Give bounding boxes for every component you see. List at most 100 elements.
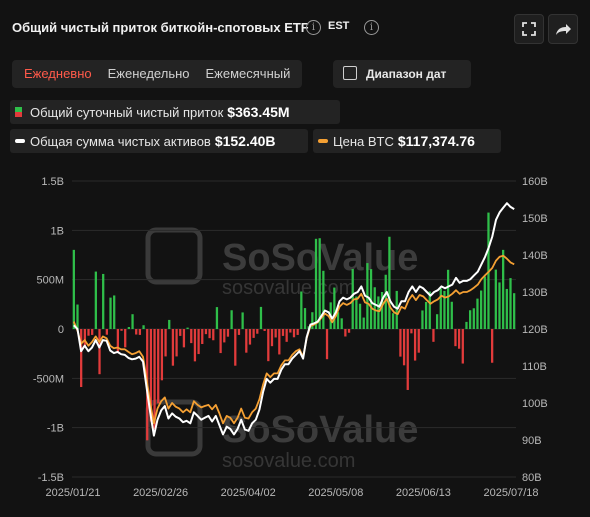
inflow-bar <box>116 329 120 353</box>
inflow-bar <box>267 329 270 362</box>
inflow-bar <box>219 329 222 354</box>
inflow-bar <box>491 329 494 363</box>
inflow-bar <box>314 238 318 329</box>
y-right-tick-label: 150B <box>522 213 548 225</box>
inflow-bar <box>98 329 101 375</box>
inflow-bar <box>483 276 486 329</box>
chart-area: SoSoValue sosovalue.com SoSoValue sosovalue… <box>0 170 590 517</box>
inflow-bar <box>351 269 354 329</box>
timezone-label: EST <box>328 20 350 32</box>
inflow-bar <box>138 329 142 335</box>
inflow-bar <box>380 292 384 329</box>
share-button[interactable] <box>548 14 578 44</box>
inflow-bar <box>175 329 178 357</box>
inflow-bar <box>406 329 409 390</box>
legend-daily-inflow[interactable]: Общий суточный чистый приток $363.45M <box>10 100 340 124</box>
inflow-bar <box>204 329 208 335</box>
assets-legend-swatch <box>15 139 25 143</box>
inflow-bar <box>212 329 215 341</box>
inflow-bar <box>259 306 263 329</box>
legend-btc-price[interactable]: Цена BTC $117,374.76 <box>313 129 501 153</box>
inflow-bar <box>76 304 79 329</box>
inflow-bar <box>102 273 105 329</box>
tab-monthly[interactable]: Ежемесячный <box>205 66 291 81</box>
inflow-bar <box>325 329 329 360</box>
y-right-tick-label: 140B <box>522 250 548 262</box>
inflow-bar <box>278 329 281 355</box>
x-tick-label: 2025/07/18 <box>483 487 538 499</box>
inflow-bar <box>355 296 358 329</box>
inflow-bar <box>109 297 112 329</box>
y-right-tick-label: 130B <box>522 287 548 299</box>
inflow-bar <box>215 307 219 329</box>
watermark-url: sosovalue.com <box>222 450 355 472</box>
y-right-tick-label: 110B <box>522 361 547 373</box>
x-tick-label: 2025/06/13 <box>396 487 451 499</box>
y-right-tick-label: 90B <box>522 435 542 447</box>
inflow-bar <box>344 329 347 337</box>
inflow-bar <box>193 329 197 362</box>
inflow-bar <box>340 318 343 329</box>
inflow-bar <box>399 329 402 357</box>
inflow-bar <box>190 329 193 344</box>
inflow-bar <box>336 312 340 329</box>
tab-weekly[interactable]: Еженедельно <box>107 66 190 81</box>
y-left-tick-label: 1B <box>51 225 64 237</box>
tab-daily[interactable]: Ежедневно <box>24 66 92 81</box>
y-left-tick-label: -500M <box>33 373 64 385</box>
inflow-bar <box>105 329 108 335</box>
legend-assets-value: $152.40B <box>214 133 276 149</box>
inflow-bar <box>252 329 255 338</box>
inflow-bar <box>402 329 406 366</box>
inflow-bar <box>248 329 252 345</box>
inflow-bar <box>186 327 189 329</box>
inflow-bar <box>113 295 116 329</box>
inflow-bar <box>72 249 75 329</box>
inflow-bar <box>513 293 516 329</box>
inflow-bar <box>230 310 233 329</box>
legend-total-assets[interactable]: Общая сумма чистых активов $152.40B <box>10 129 308 153</box>
inflow-bar <box>369 269 373 329</box>
btc-price-line <box>72 254 515 425</box>
inflow-bar <box>457 329 461 349</box>
inflow-bar <box>461 329 464 364</box>
inflow-bar <box>270 329 274 347</box>
inflow-bar <box>241 312 244 329</box>
inflow-bar <box>197 329 200 355</box>
inflow-bar <box>472 308 475 329</box>
inflow-bar <box>289 329 292 333</box>
inflow-bar <box>171 329 175 366</box>
inflow-bar <box>300 291 303 329</box>
y-left-tick-label: -1B <box>47 423 64 435</box>
y-left-tick-label: 500M <box>36 275 64 287</box>
inflow-bar <box>322 270 325 329</box>
inflow-bar <box>160 329 164 381</box>
inflow-bar <box>226 329 230 337</box>
inflow-bar <box>432 329 435 342</box>
y-right-tick-label: 160B <box>522 176 548 188</box>
watermark-brand: SoSoValue <box>222 409 418 451</box>
expand-button[interactable] <box>514 14 544 44</box>
date-range-button[interactable]: Диапазон дат <box>333 60 471 88</box>
inflow-bar <box>124 329 127 348</box>
timezone-info-icon[interactable]: i <box>364 20 379 35</box>
y-right-tick-label: 100B <box>522 398 548 410</box>
inflow-bar <box>395 290 398 329</box>
date-range-label: Диапазон дат <box>366 67 447 81</box>
inflow-bar <box>505 288 508 329</box>
inflow-bar <box>450 301 453 329</box>
inflow-bar <box>428 291 431 329</box>
inflow-bar <box>292 329 296 338</box>
inflow-bar <box>208 329 211 339</box>
inflow-bar <box>83 329 86 348</box>
inflow-bar <box>502 249 505 329</box>
inflow-bar <box>303 308 307 329</box>
inflow-bar <box>281 329 285 336</box>
inflow-bar <box>157 329 160 404</box>
inflow-bar <box>421 310 424 329</box>
inflow-bar <box>274 329 277 338</box>
inflow-bar <box>413 329 417 361</box>
inflow-bar <box>347 329 351 333</box>
inflow-bar <box>179 329 182 336</box>
info-circle-icon[interactable]: i <box>306 20 321 35</box>
